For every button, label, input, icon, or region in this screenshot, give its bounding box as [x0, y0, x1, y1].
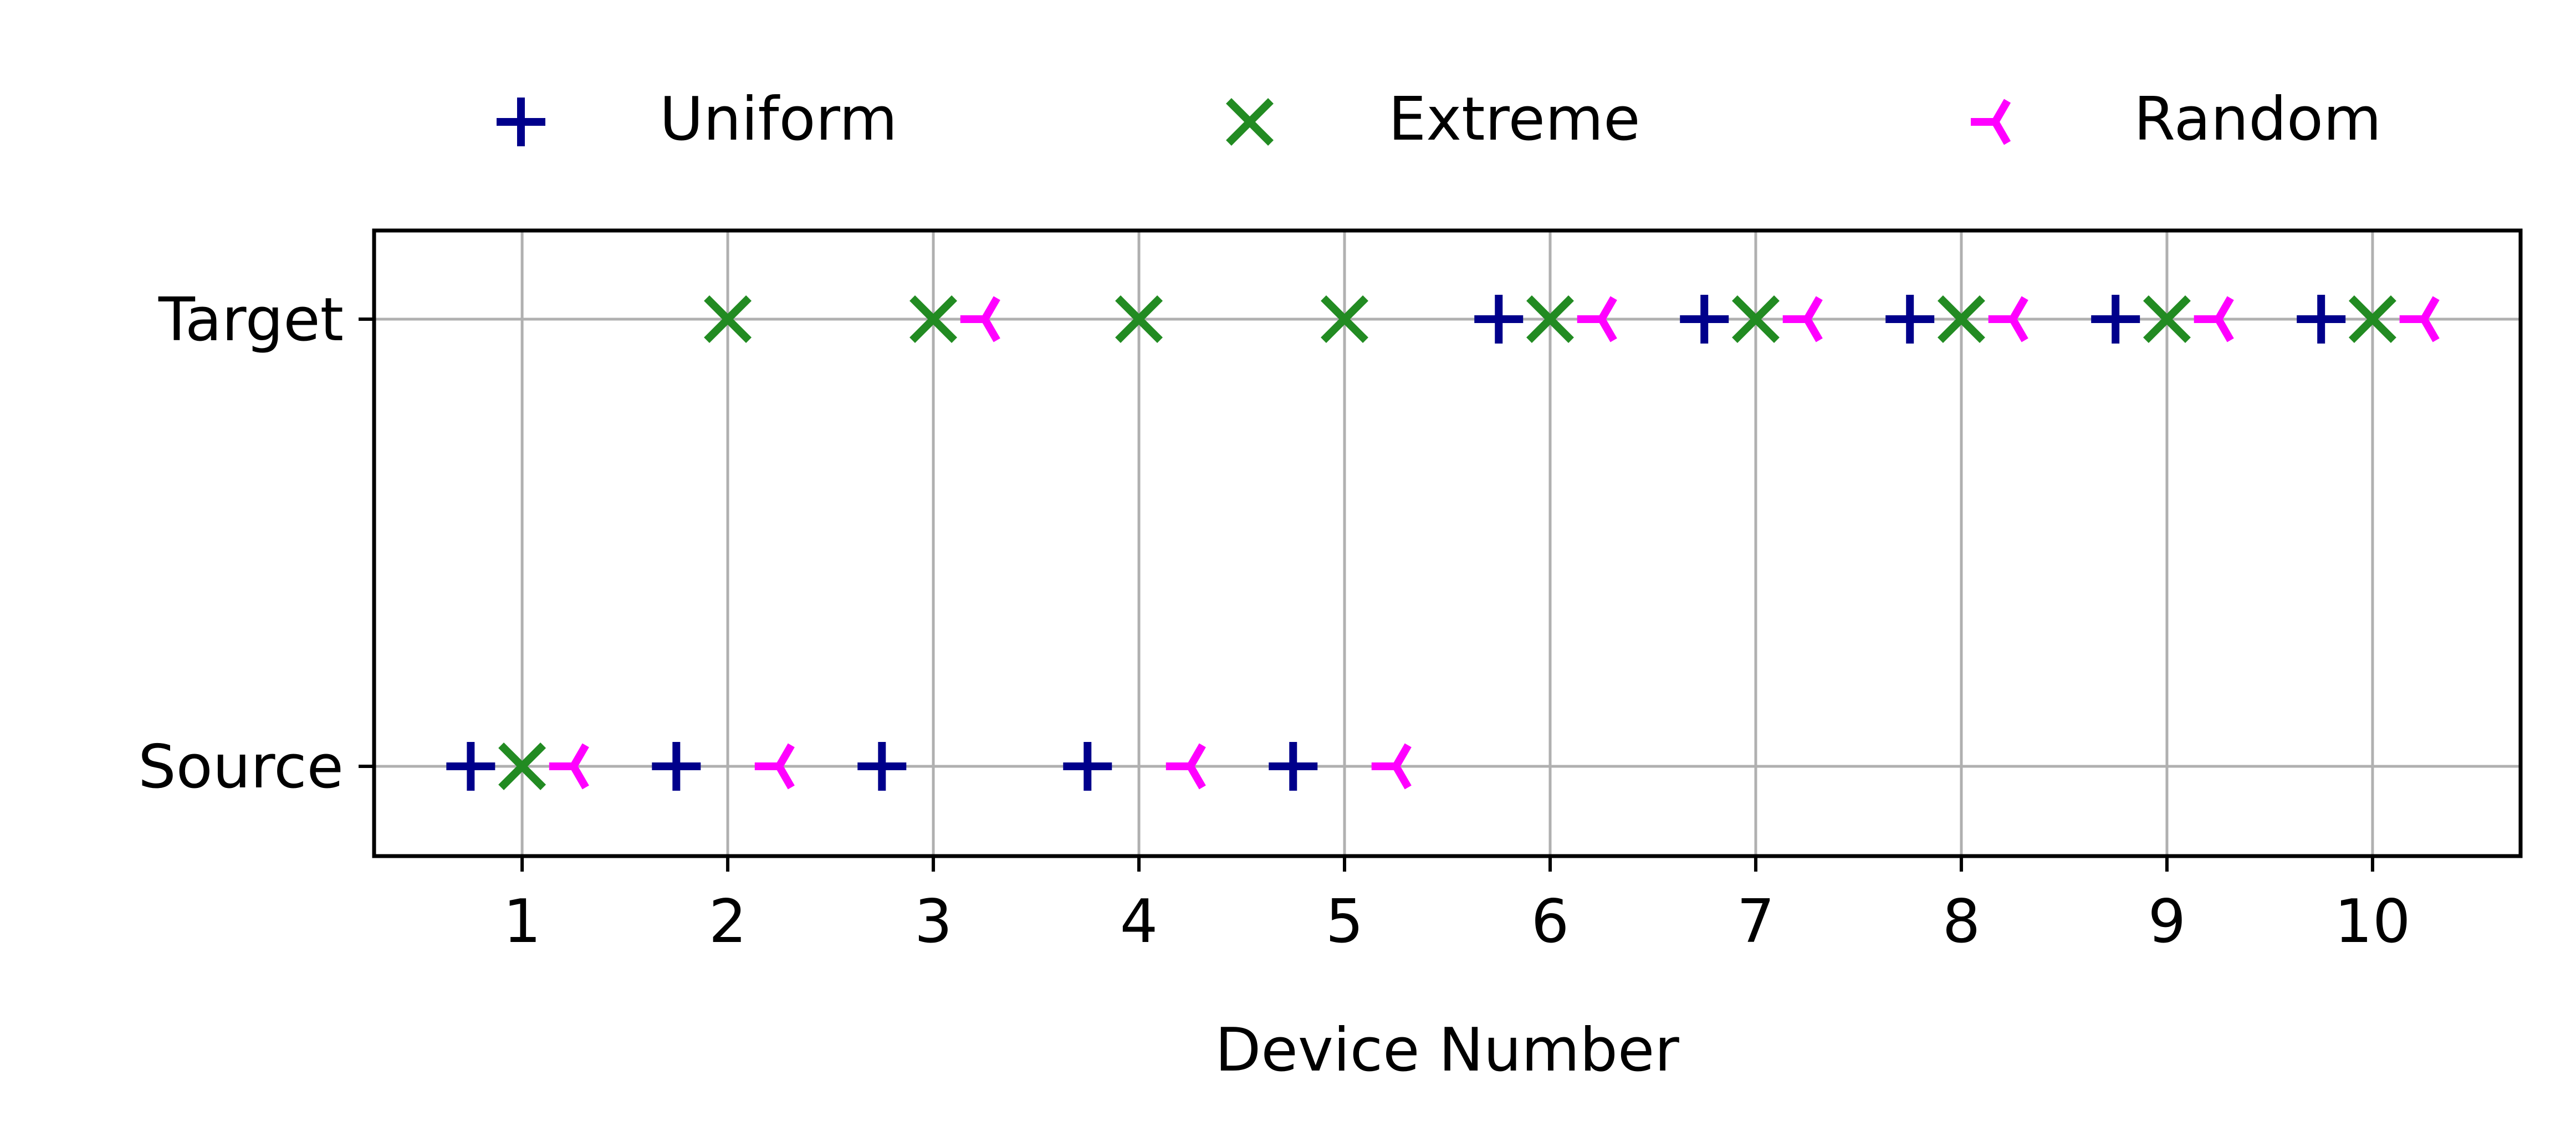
marker-uniform	[1680, 295, 1729, 344]
marker-random	[1782, 296, 1823, 342]
marker-extreme	[909, 295, 958, 343]
legend-label-random: Random	[2134, 85, 2381, 154]
x-tick-label: 1	[503, 887, 541, 956]
plot-frame	[372, 228, 2523, 858]
marker-uniform	[1269, 742, 1318, 791]
legend-label-extreme: Extreme	[1388, 85, 1640, 154]
y-tick-label: Source	[138, 733, 344, 802]
marker-random	[2194, 296, 2234, 342]
legend-marker-extreme	[1226, 98, 1274, 146]
legend-marker-uniform	[497, 98, 545, 146]
marker-extreme	[1732, 295, 1780, 343]
legend-marker-shape-uniform	[497, 98, 545, 146]
marker-extreme	[2143, 295, 2191, 343]
x-tick-label: 7	[1737, 887, 1775, 956]
marker-random	[754, 743, 795, 790]
y-axis: Source Target	[138, 285, 374, 802]
legend-marker-shape-extreme	[1226, 98, 1274, 146]
marker-extreme	[498, 743, 546, 790]
marker-uniform	[1474, 295, 1524, 344]
x-tick-label: 8	[1943, 887, 1981, 956]
marker-extreme	[1937, 295, 1985, 343]
marker-extreme	[704, 295, 752, 343]
x-tick-label: 5	[1326, 887, 1364, 956]
legend-marker-shape-random	[1971, 99, 2011, 145]
marker-uniform	[2091, 295, 2140, 344]
marker-uniform	[1063, 742, 1112, 791]
marker-uniform	[2297, 295, 2346, 344]
marker-random	[1166, 743, 1206, 790]
marker-random	[960, 296, 1000, 342]
x-tick-label: 4	[1120, 887, 1158, 956]
x-tick-label: 10	[2334, 887, 2410, 956]
marker-random	[549, 743, 589, 790]
marker-extreme	[2348, 295, 2396, 343]
marker-extreme	[1526, 295, 1574, 343]
marker-uniform	[857, 742, 907, 791]
marker-uniform	[446, 742, 495, 791]
marker-uniform	[1885, 295, 1935, 344]
marker-random	[1988, 296, 2028, 342]
legend-label-uniform: Uniform	[660, 85, 897, 154]
y-tick-label: Target	[158, 285, 344, 355]
x-tick-label: 2	[709, 887, 747, 956]
legend-marker-random	[1971, 99, 2011, 145]
marker-extreme	[1321, 295, 1368, 343]
marker-random	[1577, 296, 1617, 342]
marker-random	[2399, 296, 2440, 342]
legend: Uniform Extreme Random	[497, 85, 2381, 154]
marker-uniform	[652, 742, 701, 791]
data-markers	[446, 295, 2440, 791]
x-tick-label: 9	[2148, 887, 2186, 956]
x-axis: 1 2 3 4 5 6 7 8 9 10	[503, 856, 2411, 956]
x-tick-label: 6	[1531, 887, 1570, 956]
marker-extreme	[1115, 295, 1163, 343]
marker-random	[1371, 743, 1412, 790]
x-tick-label: 3	[914, 887, 953, 956]
x-axis-title: Device Number	[1215, 1016, 1679, 1085]
